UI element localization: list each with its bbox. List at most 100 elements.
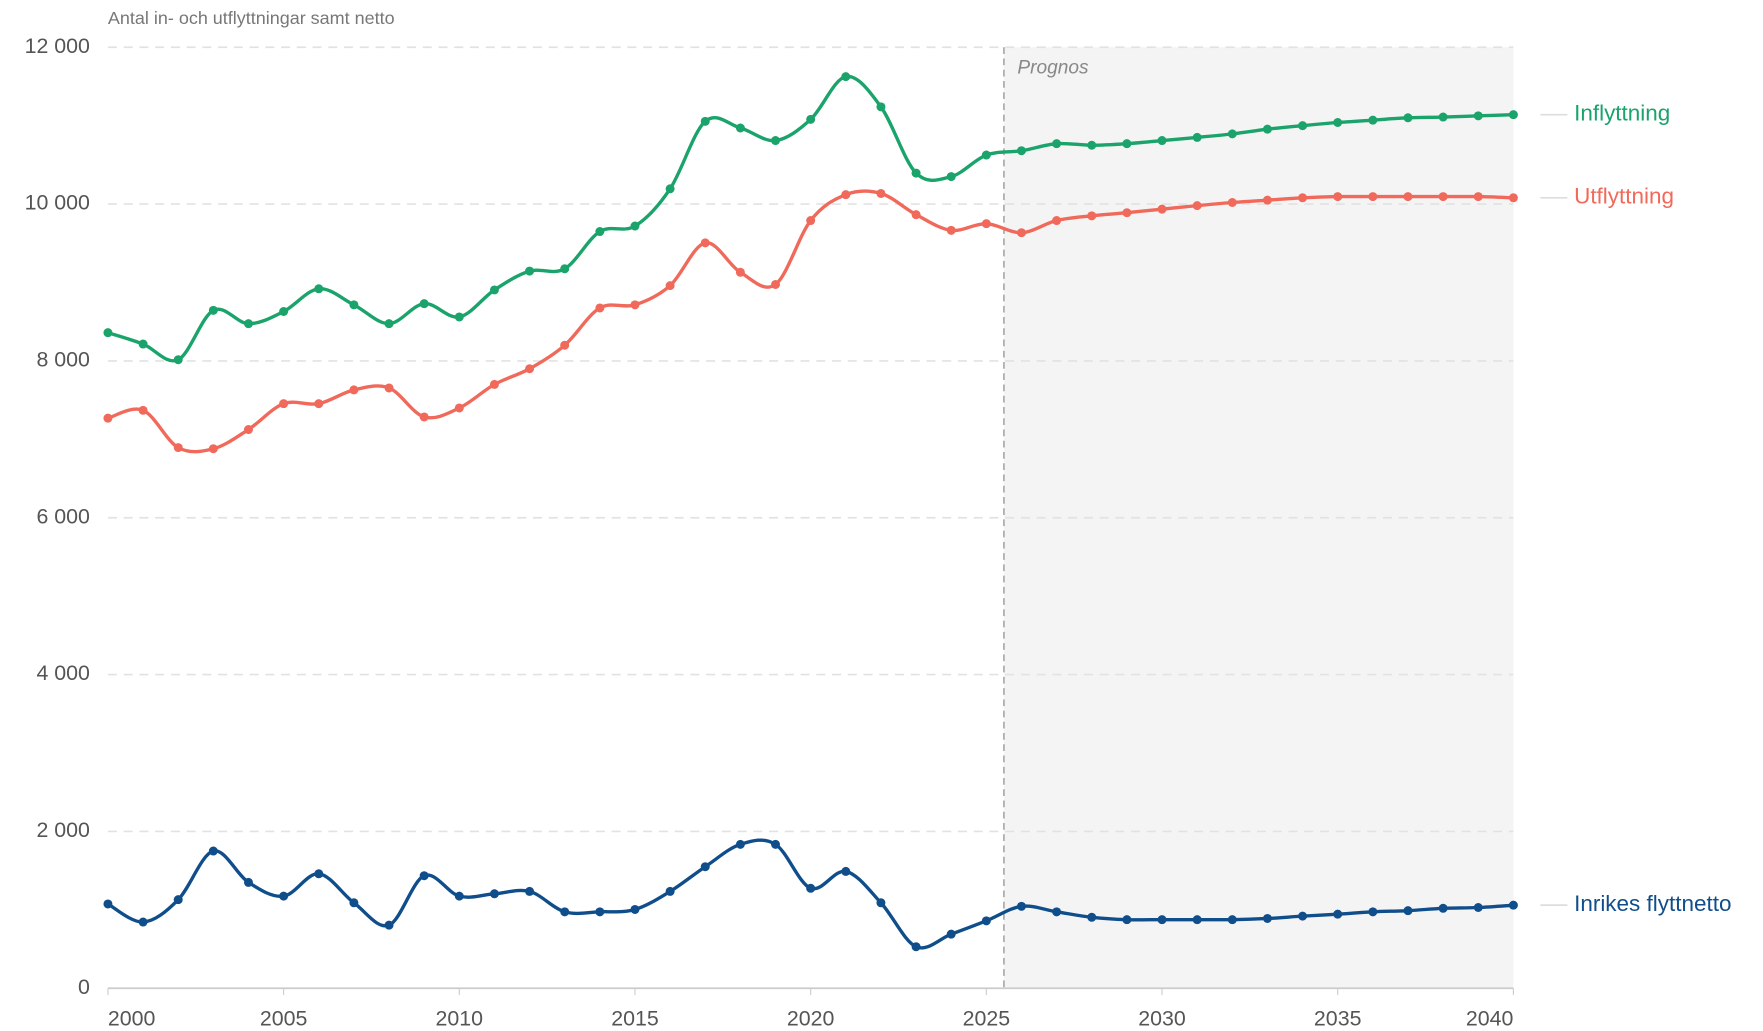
point: [841, 866, 851, 876]
point: [630, 300, 640, 310]
series-label: Inrikes flyttnetto: [1574, 891, 1731, 916]
y-tick-label: 8 000: [36, 348, 90, 372]
point: [841, 190, 851, 200]
point: [384, 920, 394, 930]
point: [630, 221, 640, 231]
point: [1087, 211, 1097, 221]
point: [1052, 216, 1062, 226]
point: [525, 886, 535, 896]
point: [314, 284, 324, 294]
point: [384, 319, 394, 329]
point: [946, 172, 956, 182]
point: [1016, 228, 1026, 238]
point: [173, 443, 183, 453]
point: [841, 72, 851, 82]
point: [1227, 915, 1237, 925]
point: [1122, 208, 1132, 218]
point: [1473, 192, 1483, 202]
y-tick-label: 12 000: [25, 34, 90, 58]
point: [595, 303, 605, 313]
point: [735, 123, 745, 133]
point: [700, 862, 710, 872]
x-tick-label: 2005: [260, 1006, 308, 1030]
point: [1087, 140, 1097, 150]
point: [1368, 192, 1378, 202]
series-label: Utflyttning: [1574, 184, 1674, 209]
point: [771, 136, 781, 146]
y-tick-label: 6 000: [36, 504, 90, 528]
point: [946, 929, 956, 939]
point: [103, 413, 113, 423]
point: [208, 444, 218, 454]
point: [314, 399, 324, 409]
point: [1333, 192, 1343, 202]
point: [1333, 118, 1343, 128]
point: [489, 889, 499, 899]
point: [419, 412, 429, 422]
point: [1052, 139, 1062, 149]
point: [138, 405, 148, 415]
point: [384, 383, 394, 393]
point: [1508, 900, 1518, 910]
point: [735, 839, 745, 849]
point: [665, 281, 675, 291]
point: [806, 114, 816, 124]
series-label: Inflyttning: [1574, 101, 1670, 126]
point: [1262, 124, 1272, 134]
point: [1438, 192, 1448, 202]
point: [1016, 901, 1026, 911]
x-tick-label: 2015: [611, 1006, 659, 1030]
point: [1157, 204, 1167, 214]
point: [771, 279, 781, 289]
point: [911, 168, 921, 178]
point: [771, 839, 781, 849]
point: [349, 385, 359, 395]
point: [525, 364, 535, 374]
point: [489, 379, 499, 389]
point: [1473, 111, 1483, 121]
point: [1192, 915, 1202, 925]
point: [208, 846, 218, 856]
point: [1227, 129, 1237, 139]
x-tick-label: 2010: [436, 1006, 484, 1030]
point: [806, 883, 816, 893]
point: [103, 328, 113, 338]
y-tick-label: 10 000: [25, 191, 90, 215]
point: [1368, 907, 1378, 917]
point: [419, 299, 429, 309]
point: [1262, 913, 1272, 923]
point: [946, 225, 956, 235]
point: [1157, 915, 1167, 925]
point: [1052, 907, 1062, 917]
point: [279, 399, 289, 409]
point: [911, 210, 921, 220]
y-axis-label: Antal in- och utflyttningar samt netto: [108, 8, 395, 28]
point: [454, 312, 464, 322]
point: [1508, 110, 1518, 120]
point: [981, 916, 991, 926]
point: [1438, 903, 1448, 913]
point: [1438, 112, 1448, 122]
point: [454, 403, 464, 413]
point: [876, 102, 886, 112]
point: [243, 877, 253, 887]
point: [735, 267, 745, 277]
point: [560, 907, 570, 917]
y-tick-label: 2 000: [36, 818, 90, 842]
x-tick-label: 2040: [1466, 1006, 1514, 1030]
y-tick-label: 4 000: [36, 661, 90, 685]
point: [876, 898, 886, 908]
point: [1333, 909, 1343, 919]
point: [700, 116, 710, 126]
point: [173, 895, 183, 905]
y-tick-label: 0: [78, 975, 90, 999]
point: [1298, 911, 1308, 921]
x-tick-label: 2035: [1314, 1006, 1362, 1030]
point: [981, 150, 991, 160]
point: [138, 339, 148, 349]
point: [1298, 121, 1308, 131]
point: [489, 285, 499, 295]
point: [1298, 193, 1308, 203]
point: [1122, 139, 1132, 149]
